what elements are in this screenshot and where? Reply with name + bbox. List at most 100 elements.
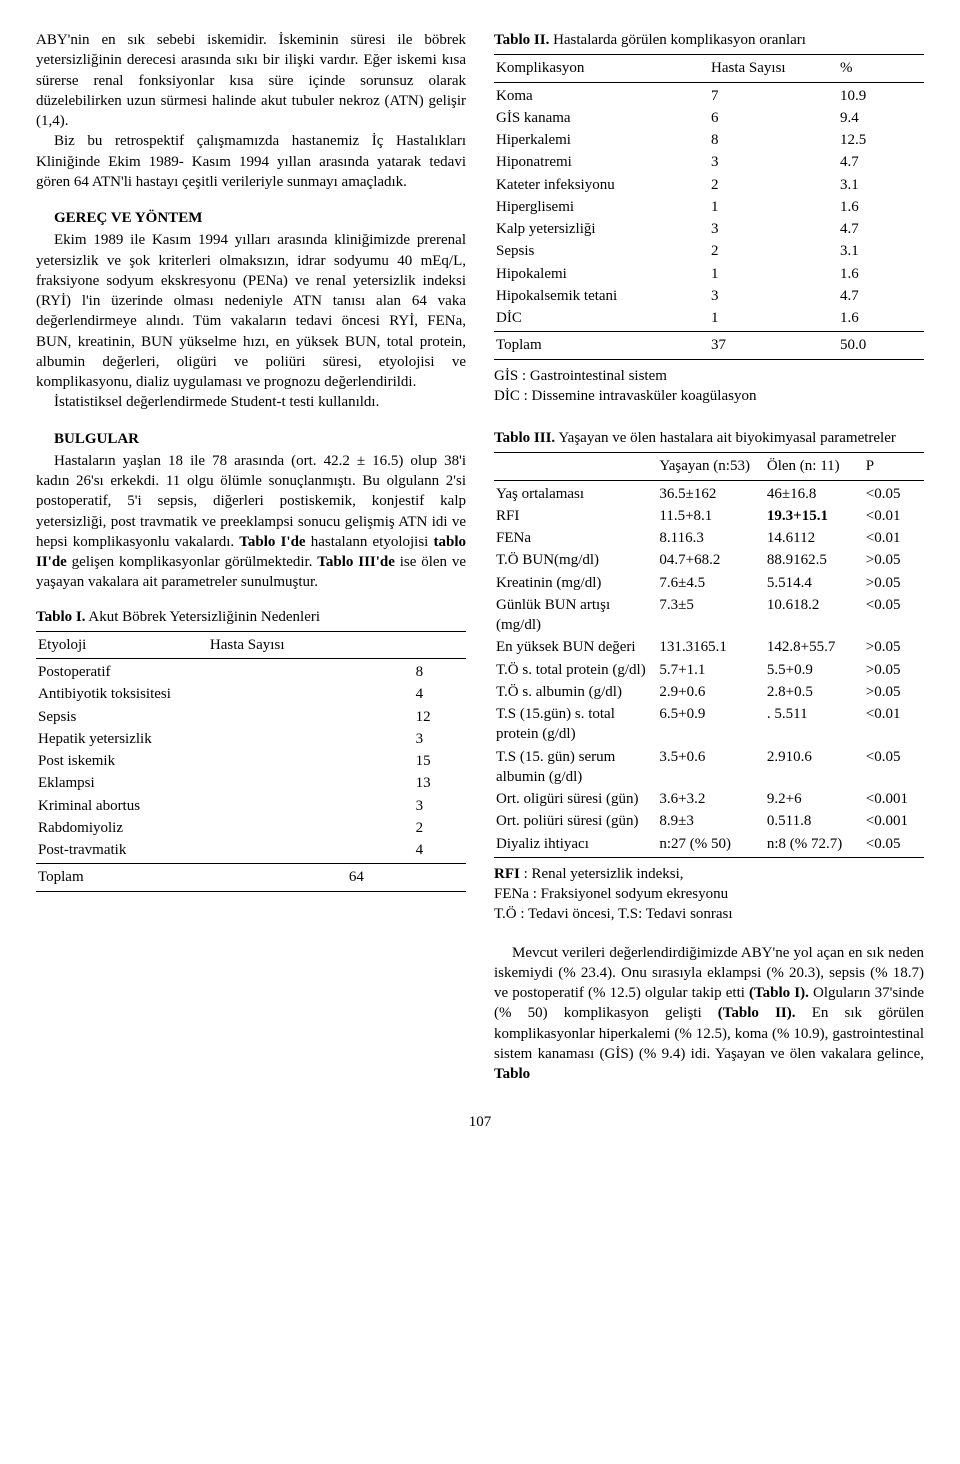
- cell: 6.5+0.9: [657, 703, 765, 746]
- cell: GİS kanama: [494, 107, 709, 129]
- cell: 3: [709, 285, 838, 307]
- table-row: Hiponatremi34.7: [494, 151, 924, 173]
- col-header: Hasta Sayısı: [709, 57, 838, 79]
- cell: Antibiyotik toksisitesi: [36, 683, 414, 705]
- table-row: Hiperglisemi11.6: [494, 196, 924, 218]
- col-header: Hasta Sayısı: [208, 634, 466, 656]
- cell: Kreatinin (mg/dl): [494, 572, 657, 594]
- cell: >0.05: [864, 659, 924, 681]
- cell: 10.9: [838, 85, 924, 107]
- text: gelişen komplikasyonlar görülmektedir.: [72, 554, 318, 570]
- cell: 36.5±162: [657, 483, 765, 505]
- cell: 2: [414, 817, 466, 839]
- table-rule: [494, 54, 924, 55]
- table-rule: [494, 480, 924, 481]
- table-2-body: Koma710.9GİS kanama69.4Hiperkalemi812.5H…: [494, 85, 924, 330]
- cell: 50.0: [838, 334, 924, 356]
- cell: Post-travmatik: [36, 839, 414, 861]
- table-2-header: Komplikasyon Hasta Sayısı %: [494, 57, 924, 79]
- bold-text: Tablo: [494, 1066, 530, 1082]
- table-3-body: Yaş ortalaması36.5±16246±16.8<0.05RFI11.…: [494, 483, 924, 855]
- cell: 19.3+15.1: [765, 505, 864, 527]
- text: : Renal yetersizlik indeksi,: [520, 866, 684, 882]
- cell: 131.3165.1: [657, 636, 765, 658]
- table-1-total: Toplam 64: [36, 866, 466, 888]
- cell: Diyaliz ihtiyacı: [494, 833, 657, 855]
- cell: 8: [709, 129, 838, 151]
- cell: <0.05: [864, 594, 924, 637]
- paragraph: Ekim 1989 ile Kasım 1994 yılları arasınd…: [36, 230, 466, 392]
- cell: 2.9+0.6: [657, 681, 765, 703]
- cell: 3: [414, 728, 466, 750]
- cell: 14.6112: [765, 527, 864, 549]
- table-row: T.Ö s. total protein (g/dl)5.7+1.15.5+0.…: [494, 659, 924, 681]
- table-rule: [494, 331, 924, 332]
- cell: 5.7+1.1: [657, 659, 765, 681]
- table-row: Hipokalemi11.6: [494, 263, 924, 285]
- table-row: Sepsis23.1: [494, 240, 924, 262]
- cell: 0.511.8: [765, 810, 864, 832]
- cell: Hiponatremi: [494, 151, 709, 173]
- cell: Sepsis: [36, 706, 414, 728]
- cell: Postoperatif: [36, 661, 414, 683]
- table-row: FENa8.116.314.6112<0.01: [494, 527, 924, 549]
- table-row: T.Ö s. albumin (g/dl)2.9+0.62.8+0.5>0.05: [494, 681, 924, 703]
- table-rule: [494, 857, 924, 858]
- text: Yaşayan ve ölen hastalara ait biyokimyas…: [555, 430, 896, 446]
- cell: <0.01: [864, 505, 924, 527]
- table-row: Post iskemik15: [36, 750, 466, 772]
- cell: 04.7+68.2: [657, 549, 765, 571]
- table-footnote: GİS : Gastrointestinal sistem: [494, 366, 924, 386]
- cell: 3: [414, 795, 466, 817]
- cell: 7.6±4.5: [657, 572, 765, 594]
- table-rule: [36, 631, 466, 632]
- cell: 3: [709, 151, 838, 173]
- table-title: Tablo II. Hastalarda görülen komplikasyo…: [494, 30, 924, 50]
- cell: RFI: [494, 505, 657, 527]
- cell: 4.7: [838, 218, 924, 240]
- table-header-row: Yaşayan (n:53) Ölen (n: 11) P: [494, 455, 924, 477]
- bold-text: Tablo I.: [36, 609, 85, 625]
- cell: 3: [709, 218, 838, 240]
- cell: Post iskemik: [36, 750, 414, 772]
- table-row: Eklampsi13: [36, 772, 466, 794]
- cell: Eklampsi: [36, 772, 414, 794]
- table-rule: [36, 863, 466, 864]
- cell: 5.5+0.9: [765, 659, 864, 681]
- cell: T.Ö s. total protein (g/dl): [494, 659, 657, 681]
- text: hastalann etyolojisi: [311, 534, 434, 550]
- col-header: %: [838, 57, 924, 79]
- cell: 1.6: [838, 263, 924, 285]
- cell: 3.5+0.6: [657, 746, 765, 789]
- cell: <0.01: [864, 527, 924, 549]
- table-row: GİS kanama69.4: [494, 107, 924, 129]
- cell: 12: [414, 706, 466, 728]
- bold-text: Tablo II.: [494, 32, 549, 48]
- cell: DİC: [494, 307, 709, 329]
- table-row: Sepsis12: [36, 706, 466, 728]
- cell: 2.8+0.5: [765, 681, 864, 703]
- paragraph: ABY'nin en sık sebebi iskemidir. İskemin…: [36, 30, 466, 131]
- cell: T.S (15.gün) s. total protein (g/dl): [494, 703, 657, 746]
- table-rule: [494, 359, 924, 360]
- bold-text: (Tablo II).: [718, 1005, 796, 1021]
- cell: 8.9±3: [657, 810, 765, 832]
- cell: <0.05: [864, 746, 924, 789]
- cell: Rabdomiyoliz: [36, 817, 414, 839]
- cell: 7: [709, 85, 838, 107]
- table-row: Rabdomiyoliz2: [36, 817, 466, 839]
- cell: >0.05: [864, 572, 924, 594]
- cell: 9.4: [838, 107, 924, 129]
- text: T.S: Tedavi sonrası: [614, 906, 732, 922]
- text: Hastalarda görülen komplikasyon oranları: [549, 32, 806, 48]
- bold-text: Tablo I'de: [239, 534, 305, 550]
- table-row: Hipokalsemik tetani34.7: [494, 285, 924, 307]
- cell: Kateter infeksiyonu: [494, 174, 709, 196]
- col-header: [494, 455, 657, 477]
- table-rule: [494, 452, 924, 453]
- table-row: Yaş ortalaması36.5±16246±16.8<0.05: [494, 483, 924, 505]
- cell: <0.05: [864, 833, 924, 855]
- cell: 6: [709, 107, 838, 129]
- cell: Kalp yetersizliği: [494, 218, 709, 240]
- table-row: Kriminal abortus3: [36, 795, 466, 817]
